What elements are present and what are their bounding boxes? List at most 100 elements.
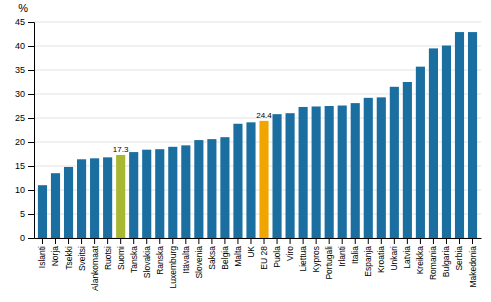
x-tick-label: Viro [285,246,295,261]
x-tick-label: Bulgaria [441,246,451,277]
grid-line [34,46,481,47]
bar [259,121,268,238]
bar [364,98,373,238]
x-tick: Saksa [207,238,217,270]
x-tick-mark [120,238,121,244]
x-tick: UK [246,238,256,258]
chart: 051015202530354045IslantiNorjaTsekkiSvei… [0,0,491,302]
x-tick-mark [237,238,238,244]
grid-line [34,214,481,215]
bar [416,67,425,238]
x-tick-label: Ruotsi [103,246,113,270]
x-tick: Kreikka [415,238,425,274]
x-tick-mark [368,238,369,244]
x-tick-mark [446,238,447,244]
y-tick: 35 [15,65,34,75]
x-tick-label: Norja [50,246,60,267]
x-tick: Irlanti [337,238,347,267]
bar [272,114,281,238]
x-tick-label: Luxemburg [168,246,178,289]
bar [155,149,164,238]
y-tick-mark [28,214,34,215]
x-tick-mark [316,238,317,244]
x-tick-label: Portugali [324,246,334,280]
x-tick-label: Slovenia [194,246,204,279]
x-tick-mark [172,238,173,244]
bar [299,107,308,238]
x-axis-line [35,238,482,239]
x-tick-label: Puola [272,246,282,268]
x-tick: Norja [50,238,60,266]
bar [325,106,334,238]
x-tick: Kypros [311,238,321,272]
x-tick: Itävalta [181,238,191,273]
x-tick: Tanska [129,238,139,273]
y-axis-line [28,23,35,239]
annotations: 17.324.4 [113,111,272,154]
bar [207,139,216,238]
bar [468,32,477,238]
bar [390,87,399,238]
bar [233,124,242,238]
x-tick-mark [459,238,460,244]
grid-line [34,70,481,71]
x-tick-label: Unkari [389,246,399,271]
bar [351,103,360,238]
bar [51,173,60,238]
y-tick: 40 [15,41,34,51]
x-tick-mark [55,238,56,244]
y-tick-label: 5 [20,209,25,219]
x-tick-mark [159,238,160,244]
x-tick-mark [277,238,278,244]
y-tick-label: 20 [15,137,25,147]
x-tick-mark [211,238,212,244]
y-tick-mark [28,166,34,167]
x-tick: Puola [272,238,282,268]
bar [168,147,177,238]
bar [246,122,255,238]
grid-line [34,142,481,143]
y-tick: 10 [15,185,34,195]
x-tick-label: Latvia [402,246,412,269]
bar [429,48,438,238]
y-tick-label: 45 [15,17,25,27]
y-tick-label: 35 [15,65,25,75]
x-tick: Viro [285,238,295,261]
x-tick-mark [94,238,95,244]
y-tick-mark [28,94,34,95]
bar [90,158,99,238]
x-tick-label: Sveitsi [77,246,87,271]
x-tick-mark [42,238,43,244]
y-tick-label: 30 [15,89,25,99]
x-tick-label: Islanti [37,246,47,268]
x-tick-label: Espanja [363,246,373,277]
x-tick-mark [68,238,69,244]
bar [338,106,347,238]
x-tick-label: UK [246,246,256,258]
x-tick-mark [185,238,186,244]
x-tick-mark [420,238,421,244]
y-axis-label: % [18,2,28,14]
x-tick-label: EU 28 [259,246,269,270]
x-tick: Romania [428,238,438,280]
x-tick-label: Kroatia [376,246,386,273]
bar [220,137,229,238]
x-tick: Suomi [116,238,126,270]
x-tick-label: Kypros [311,246,321,272]
annotation: 17.3 [113,145,129,154]
grid-line [34,166,481,167]
x-tick-mark [146,238,147,244]
x-axis: IslantiNorjaTsekkiSveitsiAlankomaatRuots… [35,238,482,291]
x-tick-mark [224,238,225,244]
x-tick: Latvia [402,238,412,269]
x-tick-label: Liettua [298,246,308,272]
y-tick: 30 [15,89,34,99]
grid-line [34,22,481,23]
x-tick: Liettua [298,238,308,272]
x-tick: Makedonia [468,238,478,288]
x-tick: Slovakia [142,238,152,278]
x-tick-mark [433,238,434,244]
y-tick-mark [28,190,34,191]
y-tick-label: 0 [20,233,25,243]
y-tick-mark [28,142,34,143]
